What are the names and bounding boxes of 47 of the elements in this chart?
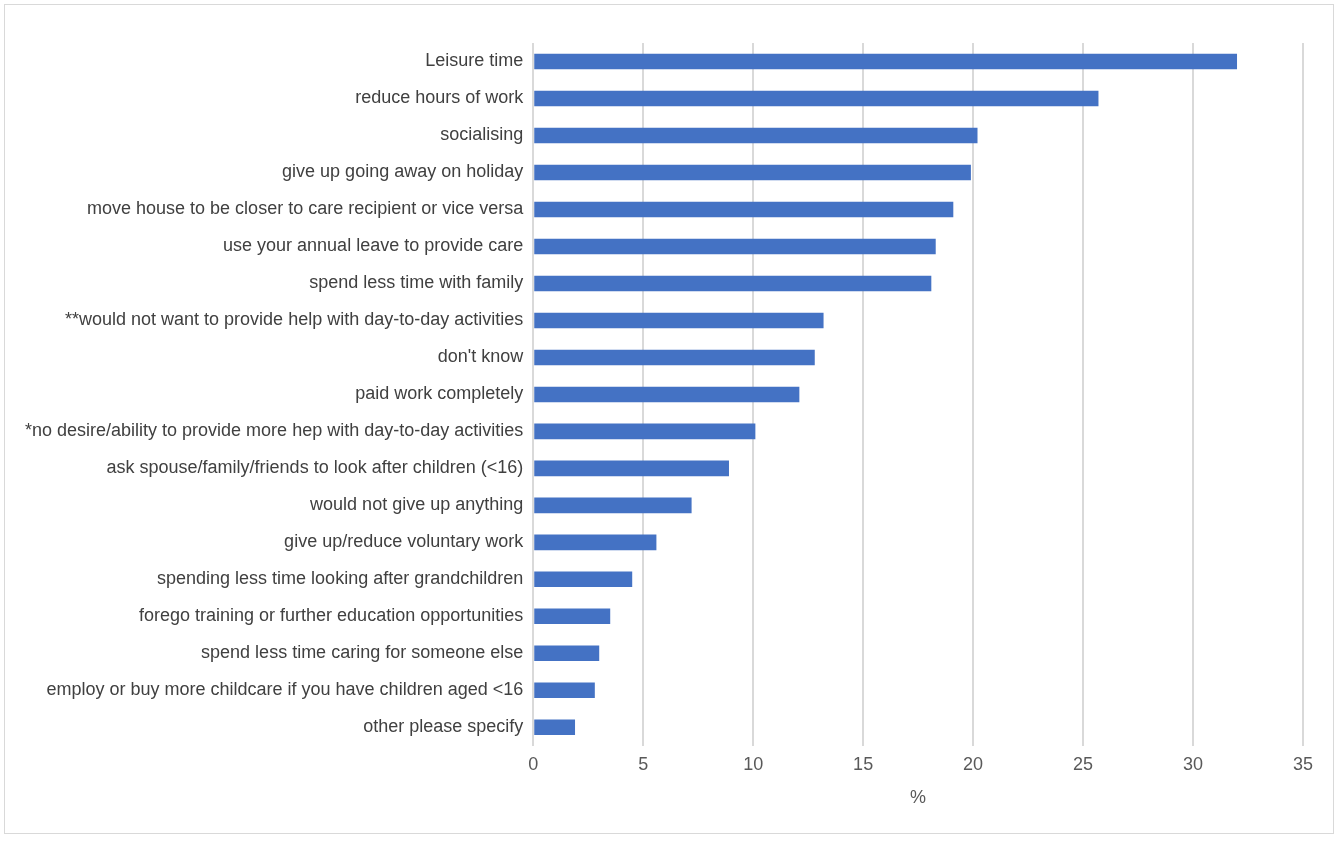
y-tick-label: give up/reduce voluntary work bbox=[284, 531, 525, 552]
y-tick-label: reduce hours of work bbox=[355, 87, 525, 108]
y-tick-label: employ or buy more childcare if you have children aged <16 bbox=[46, 679, 524, 700]
bar bbox=[534, 719, 576, 736]
x-tick-label: 20 bbox=[963, 753, 984, 774]
y-tick-label: paid work completely bbox=[355, 383, 524, 404]
y-tick-label: spend less time caring for someone else bbox=[201, 642, 524, 663]
bar bbox=[534, 53, 1238, 70]
y-tick-label: other please specify bbox=[363, 716, 524, 737]
bar bbox=[534, 645, 600, 662]
y-tick-label: Leisure time bbox=[425, 50, 524, 71]
y-tick-label: socialising bbox=[440, 124, 524, 145]
bar bbox=[534, 127, 978, 144]
x-tick-label: 25 bbox=[1073, 753, 1094, 774]
y-tick-label: move house to be closer to care recipient or vice versa bbox=[87, 198, 525, 219]
y-tick-label: don't know bbox=[437, 346, 525, 367]
bar bbox=[534, 275, 932, 292]
y-tick-label: **would not want to provide help with day-to-day activities bbox=[64, 309, 524, 330]
bar bbox=[534, 682, 595, 699]
x-tick-label: 5 bbox=[638, 753, 649, 774]
x-tick-label: 0 bbox=[528, 753, 539, 774]
bar bbox=[534, 238, 936, 255]
x-tick-label: 15 bbox=[853, 753, 874, 774]
bar bbox=[534, 497, 692, 514]
x-tick-label: 35 bbox=[1292, 753, 1314, 774]
bar bbox=[534, 164, 971, 181]
y-tick-label: spending less time looking after grandchildren bbox=[157, 568, 524, 589]
y-tick-label: would not give up anything bbox=[309, 494, 524, 515]
bar bbox=[534, 90, 1099, 107]
bar bbox=[534, 608, 611, 625]
y-tick-label: ask spouse/family/friends to look after children (<16) bbox=[106, 457, 524, 478]
bar bbox=[534, 423, 756, 440]
bar bbox=[534, 534, 657, 551]
bar bbox=[534, 460, 729, 477]
y-tick-label: *no desire/ability to provide more hep with day-to-day activities bbox=[24, 420, 524, 441]
bar bbox=[534, 386, 800, 403]
x-tick-label: 10 bbox=[743, 753, 764, 774]
y-tick-label: spend less time with family bbox=[309, 272, 524, 293]
bar bbox=[534, 312, 824, 329]
x-tick-label: 30 bbox=[1183, 753, 1204, 774]
y-tick-label: give up going away on holiday bbox=[282, 161, 524, 182]
bar bbox=[534, 201, 954, 218]
y-tick-label: forego training or further education opportunities bbox=[138, 605, 524, 626]
y-tick-label: use your annual leave to provide care bbox=[223, 235, 524, 256]
x-axis-title: % bbox=[910, 787, 927, 808]
bar bbox=[534, 571, 633, 588]
bar bbox=[534, 349, 815, 366]
